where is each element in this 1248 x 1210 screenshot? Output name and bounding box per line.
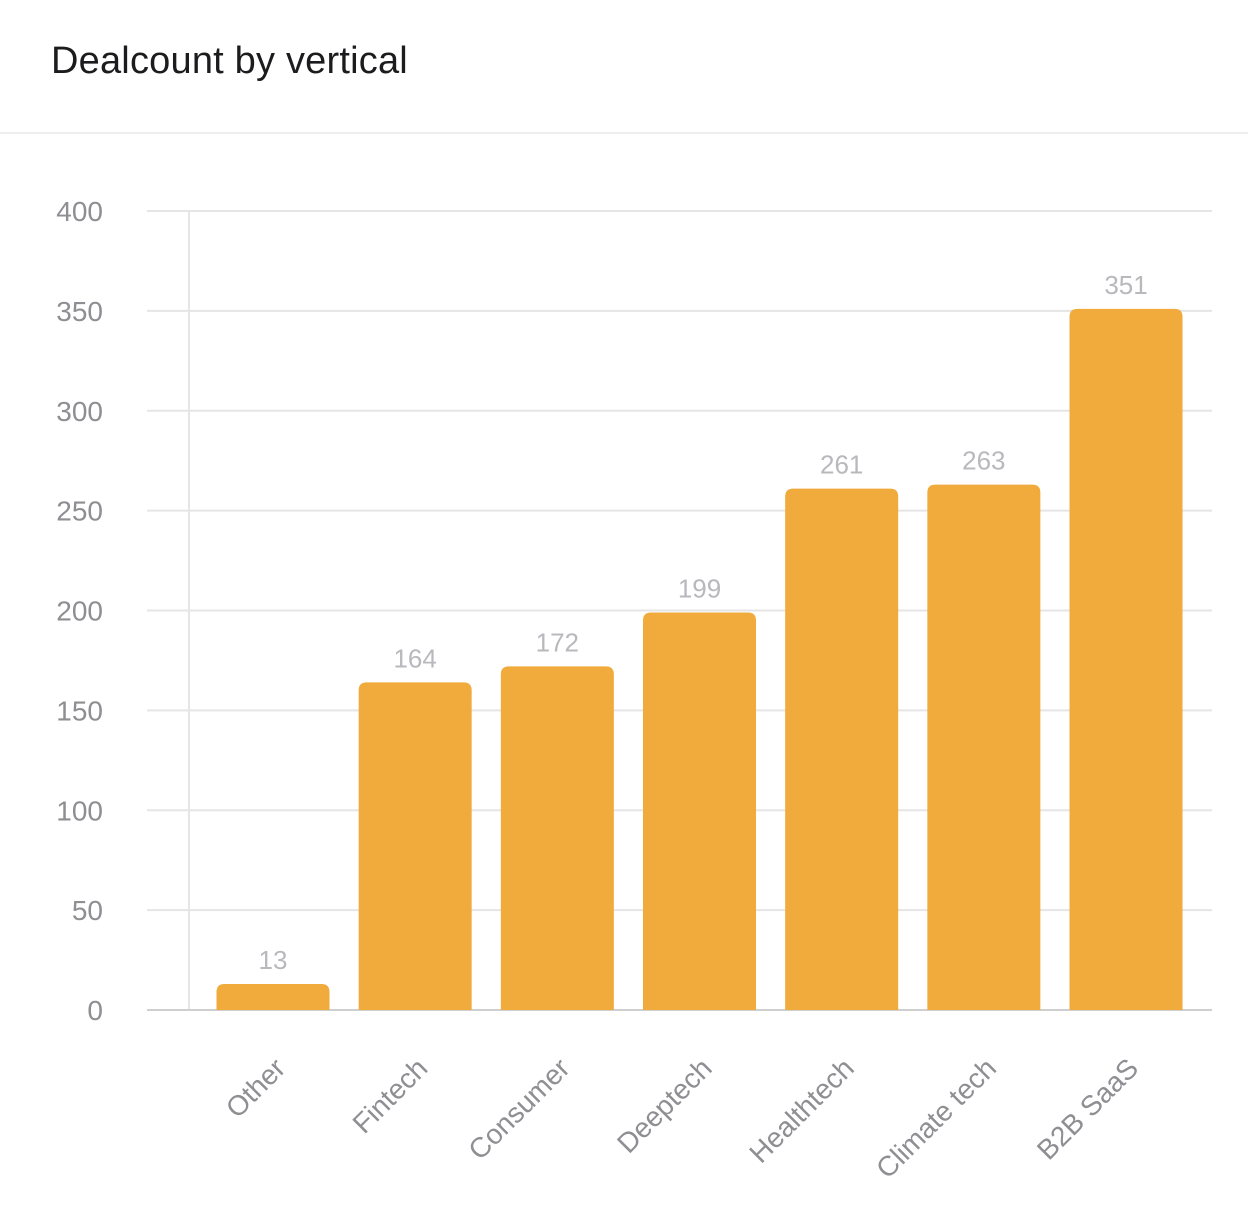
bars	[216, 308, 1183, 1011]
y-tick-label: 100	[56, 795, 103, 826]
x-tick-label: Consumer	[462, 1052, 575, 1165]
y-tick-label: 250	[56, 496, 103, 527]
bar-healthtech[interactable]	[785, 488, 899, 1011]
data-label: 199	[678, 573, 721, 603]
card-header: Dealcount by vertical	[0, 0, 1248, 134]
bar-b2b-saas[interactable]	[1069, 308, 1183, 1010]
x-tick-label: Fintech	[347, 1052, 434, 1139]
y-tick-label: 350	[56, 296, 103, 327]
bar-fintech[interactable]	[358, 682, 472, 1010]
y-tick-label: 400	[56, 196, 103, 227]
bar-other[interactable]	[216, 984, 330, 1010]
y-tick-labels: 0 50 100 150 200 250 300 350 400	[56, 196, 103, 1026]
y-tick-label: 200	[56, 596, 103, 627]
data-label: 13	[259, 945, 288, 975]
x-tick-label: Climate tech	[870, 1052, 1002, 1184]
data-label: 351	[1104, 270, 1147, 300]
chart-title: Dealcount by vertical	[51, 40, 408, 82]
data-labels: 13 164 172 199 261 263 351	[259, 270, 1148, 975]
data-label: 261	[820, 450, 863, 480]
y-tick-label: 150	[56, 695, 103, 726]
bar-climate-tech[interactable]	[927, 484, 1041, 1011]
y-tick-label: 300	[56, 396, 103, 427]
x-tick-labels: Other Fintech Consumer Deeptech Healthtech Cl…	[220, 1052, 1144, 1184]
x-tick-label: B2B SaaS	[1031, 1052, 1144, 1165]
x-tick-label: Deeptech	[611, 1052, 718, 1159]
x-tick-label: Other	[220, 1052, 291, 1123]
bar-deeptech[interactable]	[643, 612, 757, 1010]
bar-consumer[interactable]	[500, 666, 614, 1010]
data-label: 164	[393, 643, 436, 673]
y-tick-label: 0	[87, 995, 103, 1026]
x-tick-label: Healthtech	[743, 1052, 860, 1169]
data-label: 263	[962, 446, 1005, 476]
data-label: 172	[536, 627, 579, 657]
y-tick-label: 50	[72, 895, 103, 926]
